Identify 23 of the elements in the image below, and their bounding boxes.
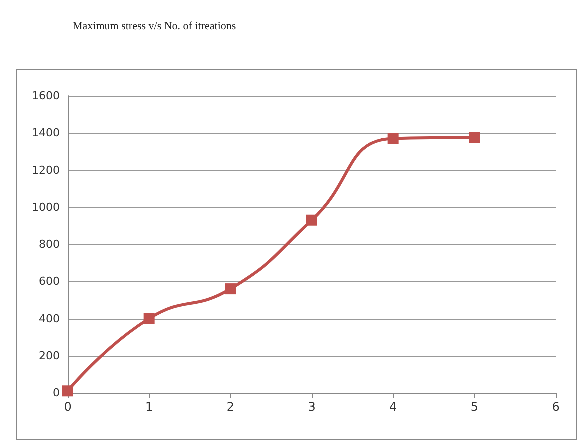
point	[62, 386, 74, 397]
point	[225, 284, 236, 295]
y-tick-label: 800	[39, 238, 60, 251]
x-tick-label: 6	[552, 400, 560, 414]
y-tick-label: 1400	[32, 126, 60, 140]
y-tick-label: 200	[39, 349, 60, 362]
point	[469, 132, 480, 144]
x-tick-label: 1	[146, 400, 154, 414]
y-tick-label: 0	[53, 386, 60, 400]
point	[144, 313, 155, 324]
point	[388, 133, 399, 144]
y-tick-label: 1000	[32, 200, 60, 214]
y-tick-label: 400	[39, 312, 60, 326]
y-tick-label: 600	[39, 275, 60, 288]
x-tick-label: 2	[226, 400, 234, 414]
x-tick-label: 4	[390, 400, 398, 414]
x-tick-label: 0	[64, 400, 72, 414]
y-tick-label: 1200	[32, 164, 60, 177]
point	[306, 214, 318, 226]
chart-title: Maximum stress v/s No. of itreations	[73, 20, 236, 32]
y-tick-label: 1600	[32, 90, 60, 102]
x-tick-label: 3	[308, 400, 316, 414]
x-tick-label: 5	[470, 400, 478, 414]
